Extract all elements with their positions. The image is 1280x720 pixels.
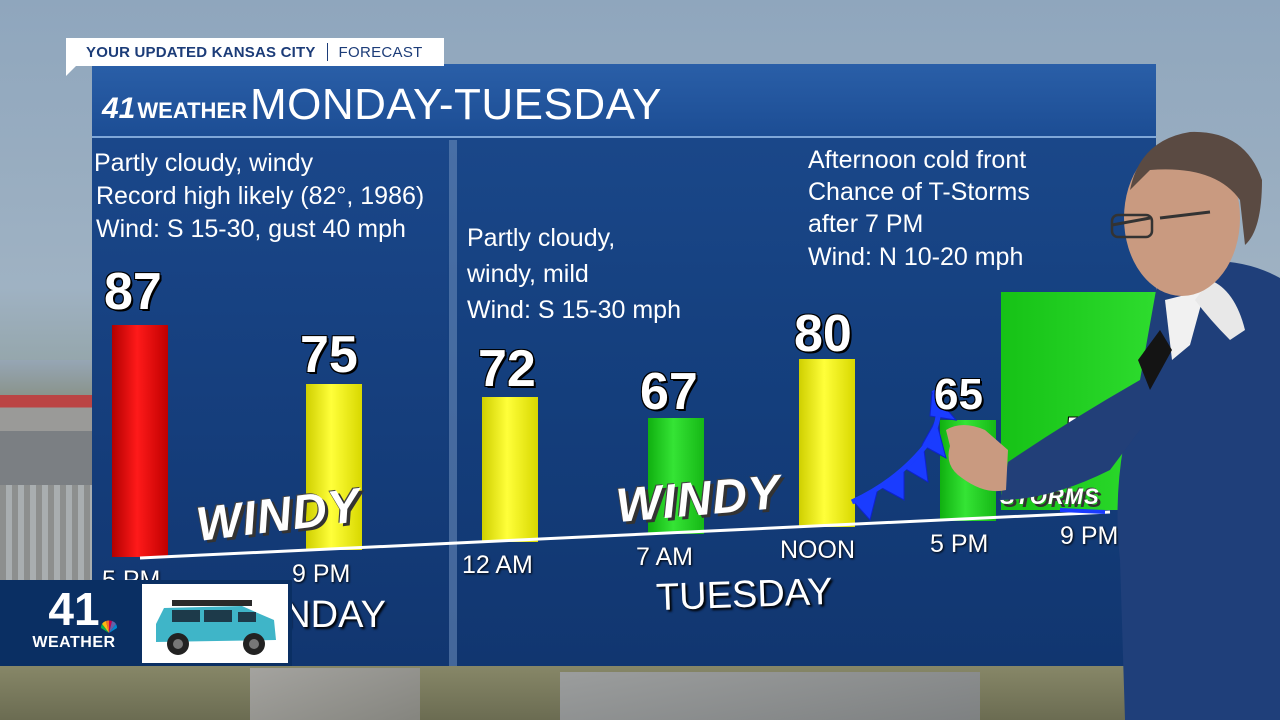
temp-bar-noon [799, 359, 855, 527]
temp-bar-5pm-monday [112, 325, 168, 557]
temp-bar-9pm-monday [306, 384, 362, 550]
tuesday-note-1: Partly cloudy, [467, 224, 616, 252]
background-stadium [0, 395, 95, 485]
monday-note-3: Wind: S 15-30, gust 40 mph [96, 215, 406, 243]
bug-logo-word: WEATHER [32, 634, 116, 651]
station-logo-word: WEATHER [137, 98, 247, 123]
tuesday-pm-note-3: after 7 PM [808, 210, 924, 238]
temp-label-noon: 80 [794, 305, 852, 363]
kicker-subtitle: FORECAST [338, 43, 423, 61]
time-label-12am: 12 AM [462, 551, 533, 579]
page-title: MONDAY-TUESDAY [250, 80, 663, 129]
kicker-tail [66, 66, 76, 76]
bug-logo-number: 41 [48, 583, 100, 635]
temp-bar-12am [482, 397, 538, 542]
station-logo-number: 41 [102, 92, 136, 125]
monday-note-2: Record high likely (82°, 1986) [96, 182, 425, 210]
tuesday-pm-note-1: Afternoon cold front [808, 146, 1027, 174]
time-label-7am: 7 AM [636, 543, 693, 571]
peacock-icon [100, 620, 118, 633]
kicker-separator [326, 43, 328, 61]
temp-label-12am: 72 [478, 340, 536, 398]
monday-note-1: Partly cloudy, windy [94, 149, 314, 177]
background-city [0, 360, 95, 395]
kicker-banner: YOUR UPDATED KANSAS CITY FORECAST [66, 38, 444, 66]
weather-vehicle-photo [142, 584, 288, 663]
station-logo: 41 WEATHER [102, 92, 247, 126]
temp-label-7am: 67 [640, 363, 698, 421]
panel-divider [449, 140, 457, 666]
presenter-body [1000, 260, 1280, 720]
kicker-title: YOUR UPDATED KANSAS CITY [86, 43, 316, 61]
bug-logo: 41 WEATHER [12, 584, 136, 662]
time-label-noon: NOON [780, 536, 855, 564]
header-bar [92, 64, 1156, 138]
temp-bar-7am [648, 418, 704, 534]
cold-front-symbol [850, 388, 1106, 522]
tuesday-pm-note-2: Chance of T-Storms [808, 178, 1030, 206]
tuesday-pm-note-4: Wind: N 10-20 mph [808, 243, 1024, 271]
tuesday-note-2: windy, mild [467, 260, 589, 288]
background-parking-lot [0, 485, 95, 580]
time-label-9pm-tuesday: 9 PM [1060, 522, 1119, 550]
timeline-line [139, 510, 1111, 560]
temp-label-5pm-tuesday: 65 [934, 370, 983, 419]
presenter-head [1110, 131, 1262, 296]
presenter-hand [946, 425, 1008, 492]
background-road [250, 668, 420, 720]
tuesday-note-3: Wind: S 15-30 mph [467, 296, 681, 324]
time-label-5pm-tuesday: 5 PM [930, 530, 989, 558]
temp-label-5pm-monday: 87 [104, 263, 162, 321]
temp-label-9pm-monday: 75 [300, 326, 358, 384]
background-highway [560, 672, 980, 720]
weather-vehicle-image [142, 584, 288, 663]
time-label-9pm-monday: 9 PM [292, 560, 351, 588]
